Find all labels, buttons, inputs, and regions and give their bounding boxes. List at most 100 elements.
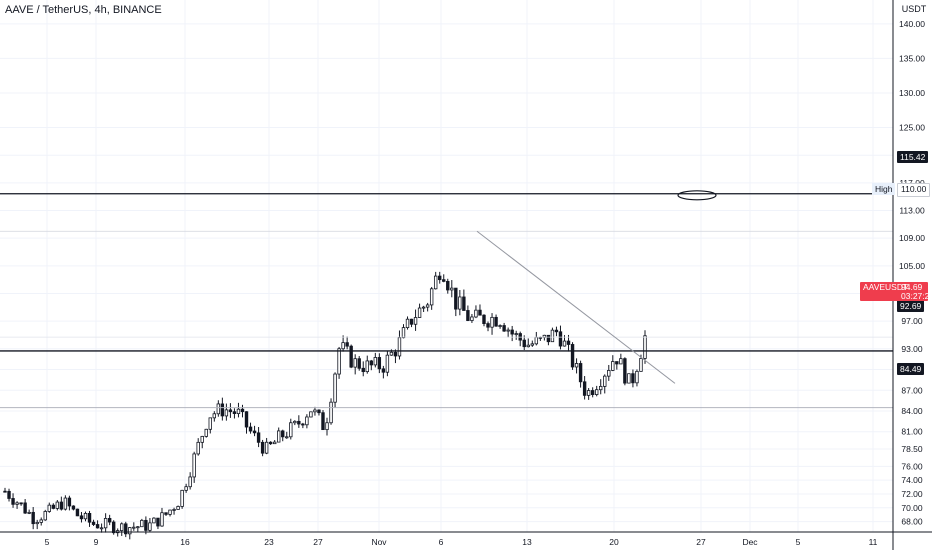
price-tag-price: 94.69 — [901, 282, 923, 292]
y-tick-label: 87.00 — [901, 385, 923, 395]
candle — [337, 346, 341, 379]
candle — [474, 305, 478, 319]
candle-body — [140, 519, 144, 528]
candle — [103, 513, 108, 533]
candle — [67, 495, 72, 511]
candle-body — [172, 509, 176, 511]
candle-body — [574, 363, 579, 368]
x-tick-label: 23 — [264, 537, 274, 547]
candle — [244, 411, 249, 434]
candle — [574, 358, 579, 374]
candle-body — [277, 430, 281, 443]
candle-body — [417, 307, 422, 318]
candle — [329, 398, 333, 425]
candle — [232, 408, 237, 419]
candle-body — [248, 426, 253, 432]
candle-body — [433, 275, 438, 290]
candle — [603, 374, 607, 394]
candle — [256, 427, 261, 448]
candle-body — [615, 361, 619, 365]
candle — [176, 505, 180, 510]
candle — [168, 509, 172, 517]
candle — [281, 429, 285, 442]
candle-body — [502, 325, 506, 332]
candle — [136, 526, 140, 532]
candle — [631, 369, 635, 388]
candle-body — [582, 381, 587, 396]
candle-body — [353, 358, 357, 368]
last-price-tag: AAVEUSDT 94.69 03:27:27 — [860, 282, 932, 301]
candle — [152, 517, 156, 524]
candle-body — [204, 428, 208, 437]
candle-body — [631, 373, 635, 384]
currency-unit[interactable]: USDT — [901, 4, 927, 14]
candle — [289, 418, 293, 440]
y-tick-label: 113.00 — [899, 206, 925, 216]
candle — [260, 439, 265, 457]
candle-body — [83, 512, 88, 520]
candle — [51, 503, 56, 510]
candle — [506, 327, 510, 338]
candle-body — [639, 358, 643, 372]
candle — [566, 334, 571, 352]
candle — [39, 517, 43, 526]
candle — [643, 330, 647, 364]
candle-body — [482, 314, 486, 324]
candle — [200, 435, 204, 449]
candle-body — [438, 275, 442, 281]
candle-body — [570, 344, 575, 368]
candle-body — [458, 296, 462, 310]
candle — [196, 438, 200, 456]
candle — [172, 507, 176, 515]
symbol-title[interactable]: AAVE / TetherUS, 4h, BINANCE — [5, 4, 162, 16]
y-tick-label: 135.00 — [899, 53, 925, 63]
candle — [321, 410, 325, 431]
candle — [421, 305, 426, 312]
candle — [285, 431, 289, 439]
y-tick-label: 97.00 — [901, 316, 923, 326]
candle-body — [124, 523, 128, 535]
candle — [369, 359, 373, 371]
candle — [264, 437, 269, 455]
candle-body — [216, 403, 221, 415]
candle-body — [369, 360, 373, 366]
candle — [530, 340, 534, 347]
candle — [59, 496, 64, 511]
candle — [23, 499, 27, 514]
candle-body — [281, 430, 285, 438]
candle — [490, 313, 494, 335]
candle-body — [526, 344, 530, 348]
candle-body — [79, 515, 84, 520]
candle — [623, 357, 627, 386]
candle — [325, 417, 329, 436]
y-tick-label: 109.00 — [899, 233, 925, 243]
y-tick-label: 76.00 — [901, 461, 923, 471]
candle-body — [594, 389, 599, 395]
candle-body — [7, 490, 11, 499]
candle — [558, 325, 563, 350]
candle-body — [264, 441, 269, 454]
candle-body — [152, 517, 156, 524]
candle-body — [27, 511, 31, 514]
candle-body — [160, 512, 164, 527]
candle-body — [71, 505, 76, 510]
candle — [478, 304, 482, 316]
candle-body — [341, 342, 345, 350]
candle — [164, 512, 168, 516]
candle — [240, 404, 245, 418]
candle — [570, 342, 575, 370]
candle-body — [506, 329, 510, 332]
candle-body — [293, 420, 297, 424]
candle-body — [184, 486, 188, 491]
candle-body — [333, 373, 337, 403]
candle — [99, 523, 104, 533]
candle-body — [120, 523, 124, 532]
candle-body — [168, 509, 172, 515]
candle — [91, 519, 96, 526]
x-tick-label: Dec — [742, 537, 758, 547]
y-tick-label: 70.00 — [901, 503, 923, 513]
candle-body — [490, 316, 494, 328]
candle — [590, 387, 595, 398]
candle-body — [309, 411, 313, 418]
